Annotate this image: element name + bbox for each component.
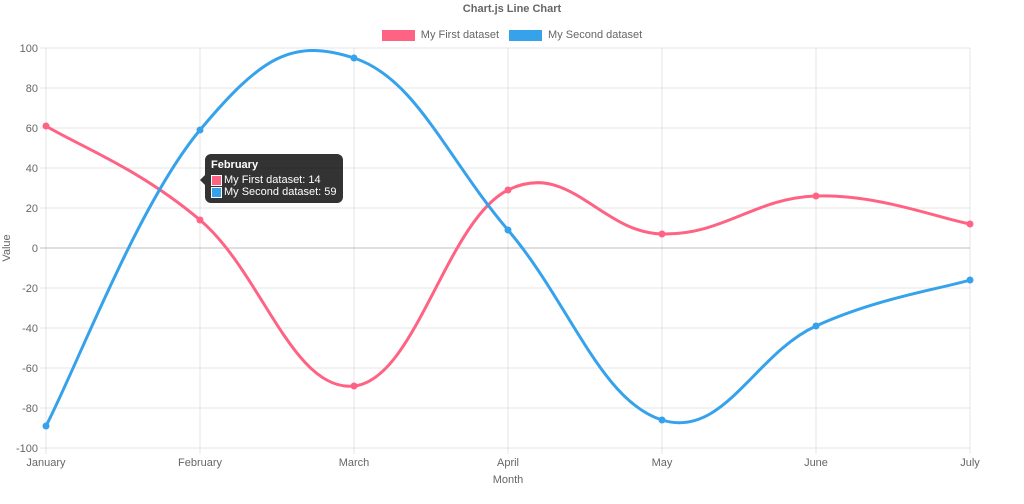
tooltip-text-second: My Second dataset: 59 bbox=[224, 186, 337, 198]
x-tick-label: January bbox=[26, 457, 66, 469]
legend-item-second-dataset[interactable]: My Second dataset bbox=[509, 29, 642, 41]
y-tick-label: 0 bbox=[32, 243, 38, 255]
data-point[interactable] bbox=[658, 230, 666, 238]
x-tick-label: March bbox=[339, 457, 370, 469]
x-tick-label: May bbox=[652, 457, 673, 469]
tooltip-swatch-second bbox=[211, 186, 222, 198]
chart-title: Chart.js Line Chart bbox=[462, 3, 562, 15]
data-point[interactable] bbox=[504, 186, 512, 194]
data-point[interactable] bbox=[196, 216, 204, 224]
y-tick-label: -40 bbox=[22, 323, 38, 335]
data-point[interactable] bbox=[350, 382, 358, 390]
y-tick-label: -100 bbox=[16, 443, 38, 455]
legend-item-first-dataset[interactable]: My First dataset bbox=[381, 29, 500, 41]
legend-label-first: My First dataset bbox=[420, 29, 500, 41]
tooltip: February My First dataset: 14 My Second … bbox=[200, 154, 343, 203]
series-line-2 bbox=[44, 49, 971, 427]
data-point[interactable] bbox=[42, 422, 50, 430]
y-tick-label: 80 bbox=[26, 83, 38, 95]
tooltip-row-first: My First dataset: 14 bbox=[211, 174, 337, 186]
data-point[interactable] bbox=[658, 416, 666, 424]
legend-swatch-first bbox=[381, 29, 415, 41]
y-tick-label: 20 bbox=[26, 203, 38, 215]
data-point[interactable] bbox=[196, 126, 204, 134]
tooltip-swatch-first bbox=[211, 174, 222, 186]
y-axis-title: Value bbox=[1, 234, 13, 261]
x-tick-label: July bbox=[960, 457, 980, 469]
x-tick-label: February bbox=[178, 457, 223, 469]
legend-swatch-second bbox=[509, 29, 543, 41]
y-tick-label: -20 bbox=[22, 283, 38, 295]
data-point[interactable] bbox=[812, 322, 820, 330]
y-tick-label: 60 bbox=[26, 123, 38, 135]
tooltip-row-second: My Second dataset: 59 bbox=[211, 186, 337, 198]
y-tick-label: -80 bbox=[22, 403, 38, 415]
data-point[interactable] bbox=[812, 192, 820, 200]
data-point[interactable] bbox=[42, 122, 50, 130]
x-tick-label: June bbox=[804, 457, 828, 469]
x-axis-title: Month bbox=[493, 474, 524, 486]
data-point[interactable] bbox=[350, 54, 358, 62]
legend: My First dataset My Second dataset bbox=[0, 29, 1024, 41]
y-tick-label: -60 bbox=[22, 363, 38, 375]
y-tick-label: 100 bbox=[20, 43, 38, 55]
y-tick-label: 40 bbox=[26, 163, 38, 175]
tooltip-title: February bbox=[211, 159, 259, 171]
data-point[interactable] bbox=[504, 226, 512, 234]
data-point[interactable] bbox=[966, 276, 974, 284]
tooltip-text-first: My First dataset: 14 bbox=[224, 174, 321, 186]
data-point[interactable] bbox=[966, 220, 974, 228]
legend-label-second: My Second dataset bbox=[548, 29, 643, 41]
x-tick-label: April bbox=[497, 457, 519, 469]
